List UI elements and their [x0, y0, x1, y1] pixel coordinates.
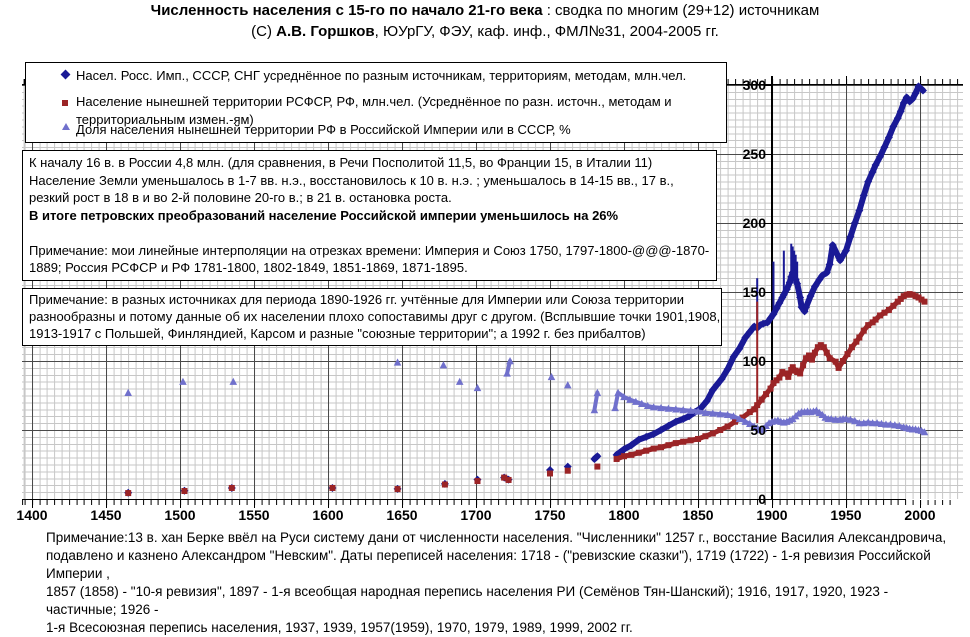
- y-axis-tick-label: 0: [758, 491, 766, 507]
- note1-line: резкий рост в 18 в и во 2-й половине 20-…: [29, 190, 452, 205]
- title-copyright: (С): [251, 23, 277, 40]
- y-axis-tick-label: 300: [742, 77, 766, 93]
- x-axis-labels: 1400 1450 1500 1550 1600 1650 1700 1750 1800 1850…: [0, 507, 970, 525]
- y-axis-tick-label: 200: [742, 215, 766, 231]
- footnote-line: 1857 (1858) - "10-я ревизия", 1897 - 1-я…: [46, 584, 889, 617]
- y-axis-line: [771, 76, 773, 500]
- footnote: Примечание:13 в. хан Берке ввёл на Руси …: [46, 529, 956, 637]
- x-axis-tick-label: 1950: [830, 507, 862, 523]
- y-axis-tick-label: 50: [750, 422, 766, 438]
- x-axis-tick-label: 1450: [90, 507, 122, 523]
- note2-line: 1913-1917 с Польшей, Финляндией, Карсом …: [29, 326, 646, 341]
- x-axis-tick-label: 1550: [238, 507, 270, 523]
- note-box-sources: Примечание: в разных источниках для пери…: [22, 288, 722, 346]
- note1-line: 1889; Россия РСФСР и РФ 1781-1800, 1802-…: [29, 260, 468, 275]
- y-axis-tick-label: 150: [742, 284, 766, 300]
- title-affiliation: , ЮУрГУ, ФЭУ, каф. инф., ФМЛ№31, 2004-20…: [374, 23, 719, 40]
- x-axis-tick-label: 1700: [460, 507, 492, 523]
- y-axis-tick-label: 100: [742, 353, 766, 369]
- x-axis-line: [22, 499, 906, 500]
- x-axis-tick-label: 1650: [386, 507, 418, 523]
- note1-line: Примечание: мои линейные интерполяции на…: [29, 242, 710, 258]
- note1-line-blank: [29, 224, 716, 242]
- y-axis-tick-label: 250: [742, 146, 766, 162]
- x-axis-tick-label: 1400: [16, 507, 48, 523]
- title-main: Численность населения с 15-го по начало …: [150, 2, 543, 19]
- x-axis-tick-label: 1900: [756, 507, 788, 523]
- footnote-line: Примечание:13 в. хан Берке ввёл на Руси …: [46, 530, 947, 545]
- y-axis-labels: 0 50 100 150 200 250 300: [726, 0, 766, 604]
- note1-line-bold: В итоге петровских преобразований населе…: [29, 207, 619, 223]
- x-axis-tick-label: 1850: [682, 507, 714, 523]
- x-axis-tick-label: 1750: [534, 507, 566, 523]
- note1-line: К началу 16 в. в России 4,8 млн. (для ср…: [29, 155, 653, 170]
- legend-item-empire: Насел. Росс. Имп., СССР, СНГ усреднённое…: [76, 68, 687, 83]
- footnote-line: 1-я Всесоюзная перепись населения, 1937,…: [46, 620, 633, 635]
- x-axis-tick-label: 1800: [608, 507, 640, 523]
- title-author: А.В. Горшков: [276, 23, 375, 40]
- legend: Насел. Росс. Имп., СССР, СНГ усреднённое…: [25, 62, 727, 143]
- footnote-line: подавлено и казнено Александром "Невским…: [46, 548, 931, 581]
- triangle-legend-icon: [62, 123, 70, 130]
- chart-title-line2: (С) А.В. Горшков, ЮУрГУ, ФЭУ, каф. инф.,…: [0, 21, 970, 42]
- chart-title: Численность населения с 15-го по начало …: [0, 0, 970, 42]
- chart-title-line1: Численность населения с 15-го по начало …: [0, 0, 970, 21]
- note1-line: Население Земли уменьшалось в 1-7 вв. н.…: [29, 172, 674, 188]
- square-legend-icon: [62, 100, 68, 106]
- diamond-legend-icon: [60, 69, 71, 80]
- x-axis-tick-label: 1600: [312, 507, 344, 523]
- note2-line: разнообразны и потому данные об их насел…: [29, 309, 721, 324]
- note2-line: Примечание: в разных источниках для пери…: [29, 292, 684, 307]
- x-axis-major-ticks: [22, 500, 957, 508]
- x-axis-tick-label: 1500: [164, 507, 196, 523]
- title-subtitle: : сводка по многим (29+12) источникам: [542, 2, 820, 19]
- note-box-history: К началу 16 в. в России 4,8 млн. (для ср…: [22, 150, 717, 281]
- legend-item-rsfsr: Население нынешней территории РСФСР, РФ,…: [76, 94, 672, 127]
- legend-item-share: Доля населения нынешней территории РФ в …: [76, 122, 571, 137]
- x-axis-tick-label: 2000: [904, 507, 936, 523]
